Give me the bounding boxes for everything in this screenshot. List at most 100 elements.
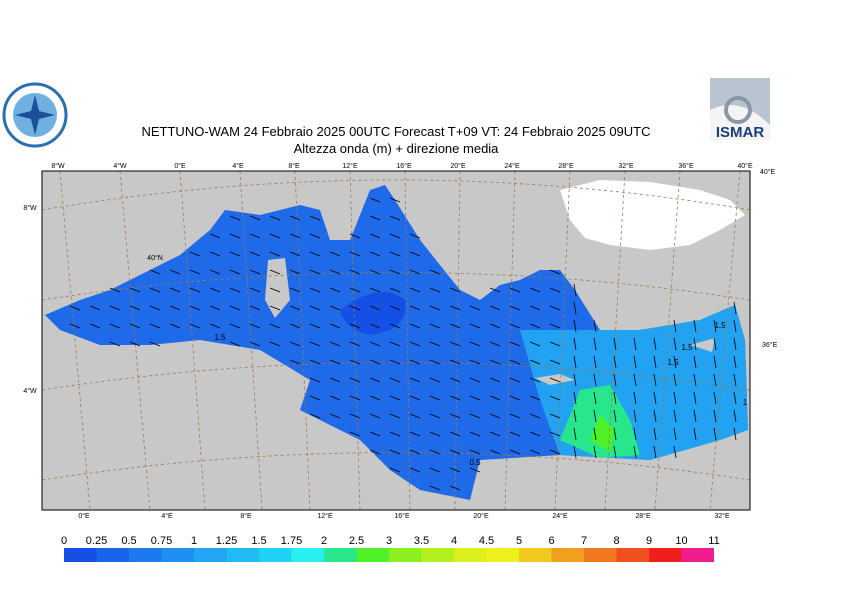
arrow (733, 373, 737, 387)
calm-area (340, 292, 406, 335)
arrow (489, 341, 501, 347)
arrow (149, 305, 161, 311)
arrow (409, 359, 421, 365)
colorbar-label: 5 (516, 535, 522, 547)
colorbar-label: 2 (321, 535, 327, 547)
colorbar-swatch (486, 548, 519, 562)
arrow (529, 449, 541, 455)
lat-label: 8°W (23, 204, 37, 212)
arrow (573, 445, 577, 459)
arrow (309, 377, 321, 383)
arrow (289, 233, 301, 239)
arrow (369, 323, 381, 329)
arrow (369, 197, 381, 203)
arrow (713, 373, 717, 387)
colorbar-label: 0.5 (121, 535, 136, 547)
arrow (573, 409, 577, 423)
arrow (469, 377, 481, 383)
colorbar-swatch (616, 548, 649, 562)
arrow (389, 467, 401, 473)
arrow (713, 355, 717, 369)
arrow (369, 377, 381, 383)
arrow (329, 377, 341, 383)
arrow (409, 305, 421, 311)
arrow (613, 409, 617, 423)
arrow (673, 391, 677, 405)
contour-label: 1.5 (714, 321, 726, 330)
arrow (429, 323, 441, 329)
arrow (633, 355, 637, 369)
colorbar-label: 0.75 (151, 535, 172, 547)
arrow (189, 323, 201, 329)
arrow (329, 269, 341, 275)
arrow (349, 251, 361, 257)
island (265, 258, 290, 318)
arrow (309, 341, 321, 347)
arrow (229, 305, 241, 311)
arrow (369, 431, 381, 437)
arrow (653, 391, 657, 405)
arrow (573, 355, 577, 369)
arrow (429, 413, 441, 419)
arrow (673, 337, 677, 351)
arrow (369, 449, 381, 455)
arrow (673, 373, 677, 387)
arrow (269, 233, 281, 239)
arrow (309, 215, 321, 221)
arrow (529, 305, 541, 311)
arrow (389, 431, 401, 437)
arrow (289, 287, 301, 293)
arrow (269, 287, 281, 293)
arrow (349, 269, 361, 275)
arrow (653, 409, 657, 423)
colorbar-label: 1.25 (216, 535, 237, 547)
arrow (449, 449, 461, 455)
lon-label: 32°E (714, 512, 730, 520)
colorbar-swatch (421, 548, 454, 562)
arrow (309, 395, 321, 401)
lat-label: 36°E (762, 341, 778, 349)
arrow (249, 305, 261, 311)
arrow (229, 215, 241, 221)
arrow (653, 373, 657, 387)
arrow (429, 467, 441, 473)
arrow (469, 467, 481, 473)
arrow (449, 485, 461, 491)
arrow (309, 323, 321, 329)
logo-right: ISMAR (710, 78, 770, 141)
arrow (489, 323, 501, 329)
arrow (573, 373, 577, 387)
arrow (409, 449, 421, 455)
colorbar-swatch (129, 548, 162, 562)
arrow (329, 359, 341, 365)
arrow (469, 305, 481, 311)
arrow (549, 323, 561, 329)
arrow (713, 337, 717, 351)
island (690, 338, 715, 352)
arrow (129, 305, 141, 311)
arrow (109, 341, 121, 347)
arrow (713, 319, 717, 333)
logo-left (2, 82, 68, 148)
arrow (409, 233, 421, 239)
colorbar-label: 1.5 (251, 535, 266, 547)
arrow (109, 305, 121, 311)
arrow (613, 427, 617, 441)
arrow (593, 355, 597, 369)
arrow (673, 445, 677, 459)
arrow (529, 287, 541, 293)
arrow (169, 287, 181, 293)
arrow (349, 233, 361, 239)
arrow (389, 269, 401, 275)
arrow (309, 413, 321, 419)
arrow (369, 395, 381, 401)
colorbar: 0 0.25 0.5 0.75 1 1.25 1.5 1.75 2 2.5 3 3.5 4 4.5 5 6 7 8… (61, 535, 720, 562)
arrow (653, 337, 657, 351)
arrow (429, 377, 441, 383)
arrow (429, 359, 441, 365)
arrow (329, 305, 341, 311)
arrow (529, 377, 541, 383)
arrow (209, 269, 221, 275)
arrow (409, 341, 421, 347)
colorbar-swatch (64, 548, 97, 562)
